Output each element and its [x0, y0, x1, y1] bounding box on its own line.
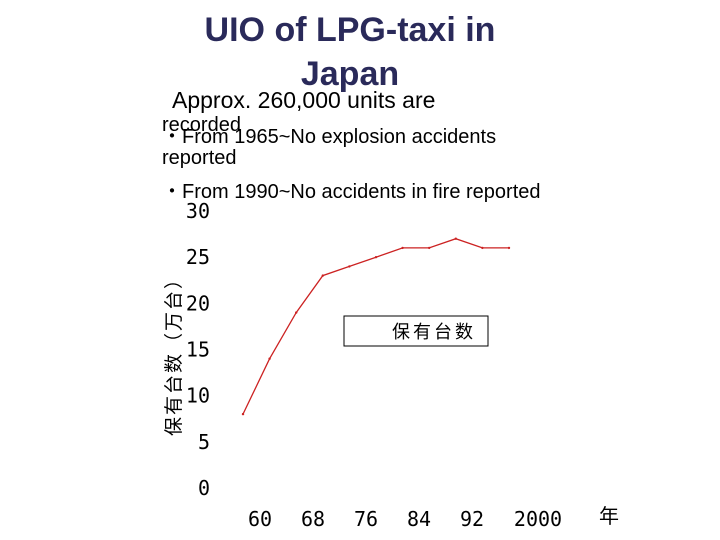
x-axis-label: 年 [599, 504, 619, 528]
y-tick-label: 25 [186, 245, 210, 269]
title-line-1: UIO of LPG-taxi in [204, 11, 496, 49]
bullet-no-explosion-cont: reported [162, 147, 237, 169]
data-point [321, 274, 324, 277]
y-tick-label: 15 [186, 338, 210, 362]
data-point [481, 246, 484, 250]
bullet-units-count: Approx. 260,000 units are [172, 87, 436, 113]
data-point [374, 255, 378, 259]
title-line-2: Japan [300, 55, 400, 93]
x-tick-label: 92 [460, 507, 484, 531]
data-point [507, 246, 511, 250]
x-tick-label: 84 [407, 507, 431, 531]
x-tick-label: 2000 [514, 507, 562, 531]
data-point [401, 246, 404, 250]
x-tick-label: 68 [301, 507, 325, 531]
data-point [241, 412, 245, 416]
legend-label: 保有台数 [392, 322, 476, 343]
y-tick-label: 30 [186, 199, 210, 223]
slide-title: UIO of LPG-taxi in Japan [150, 8, 550, 96]
y-tick-label: 10 [186, 384, 210, 408]
x-tick-label: 60 [248, 507, 272, 531]
data-point [428, 246, 431, 250]
y-tick-label: 5 [198, 430, 210, 454]
data-point [295, 311, 298, 314]
data-point [454, 237, 457, 240]
y-axis-label: 保有台数（万台） [163, 268, 185, 436]
bullet-no-explosion: ・From 1965~No explosion accidents [162, 126, 497, 148]
y-tick-label: 0 [198, 476, 210, 500]
data-point [268, 357, 271, 360]
legend-box [343, 315, 489, 347]
bullet-units-count-cont: recorded [162, 114, 241, 136]
x-tick-label: 76 [354, 507, 378, 531]
bullet-no-fire: ・From 1990~No accidents in fire reported [162, 181, 541, 203]
data-point [348, 265, 351, 268]
y-tick-label: 20 [186, 291, 210, 315]
